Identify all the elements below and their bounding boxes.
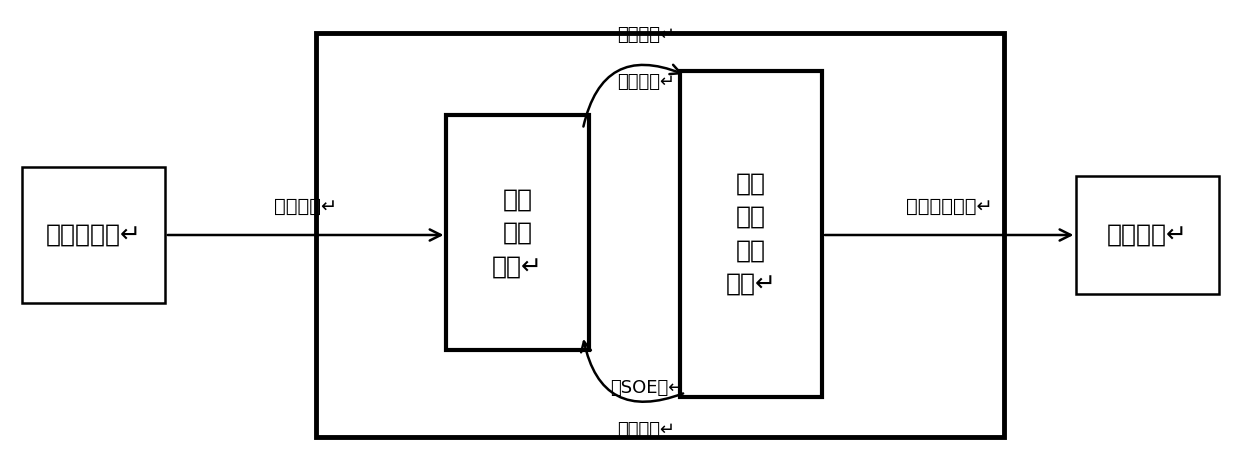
- Text: 遥信采集↵: 遥信采集↵: [274, 197, 337, 216]
- Bar: [316, 33, 1004, 437]
- Text: 事项驱动↵: 事项驱动↵: [618, 421, 676, 439]
- Text: 变电站设备↵: 变电站设备↵: [46, 223, 141, 247]
- Text: 分信
号配
置表↵: 分信 号配 置表↵: [492, 187, 543, 278]
- Bar: [680, 70, 822, 397]
- Text: 调度主站↵: 调度主站↵: [1107, 223, 1188, 247]
- Text: （定时）↵: （定时）↵: [618, 73, 676, 91]
- FancyArrowPatch shape: [583, 65, 681, 126]
- Bar: [446, 115, 589, 350]
- Bar: [1076, 176, 1219, 294]
- Text: 合并信号上送↵: 合并信号上送↵: [905, 197, 993, 216]
- Text: （SOE）↵: （SOE）↵: [610, 379, 683, 397]
- Bar: [22, 167, 165, 303]
- FancyArrowPatch shape: [582, 342, 683, 402]
- Text: 状态驱动↵: 状态驱动↵: [618, 26, 676, 44]
- Text: 合并
信号
管理
单元↵: 合并 信号 管理 单元↵: [725, 172, 776, 296]
